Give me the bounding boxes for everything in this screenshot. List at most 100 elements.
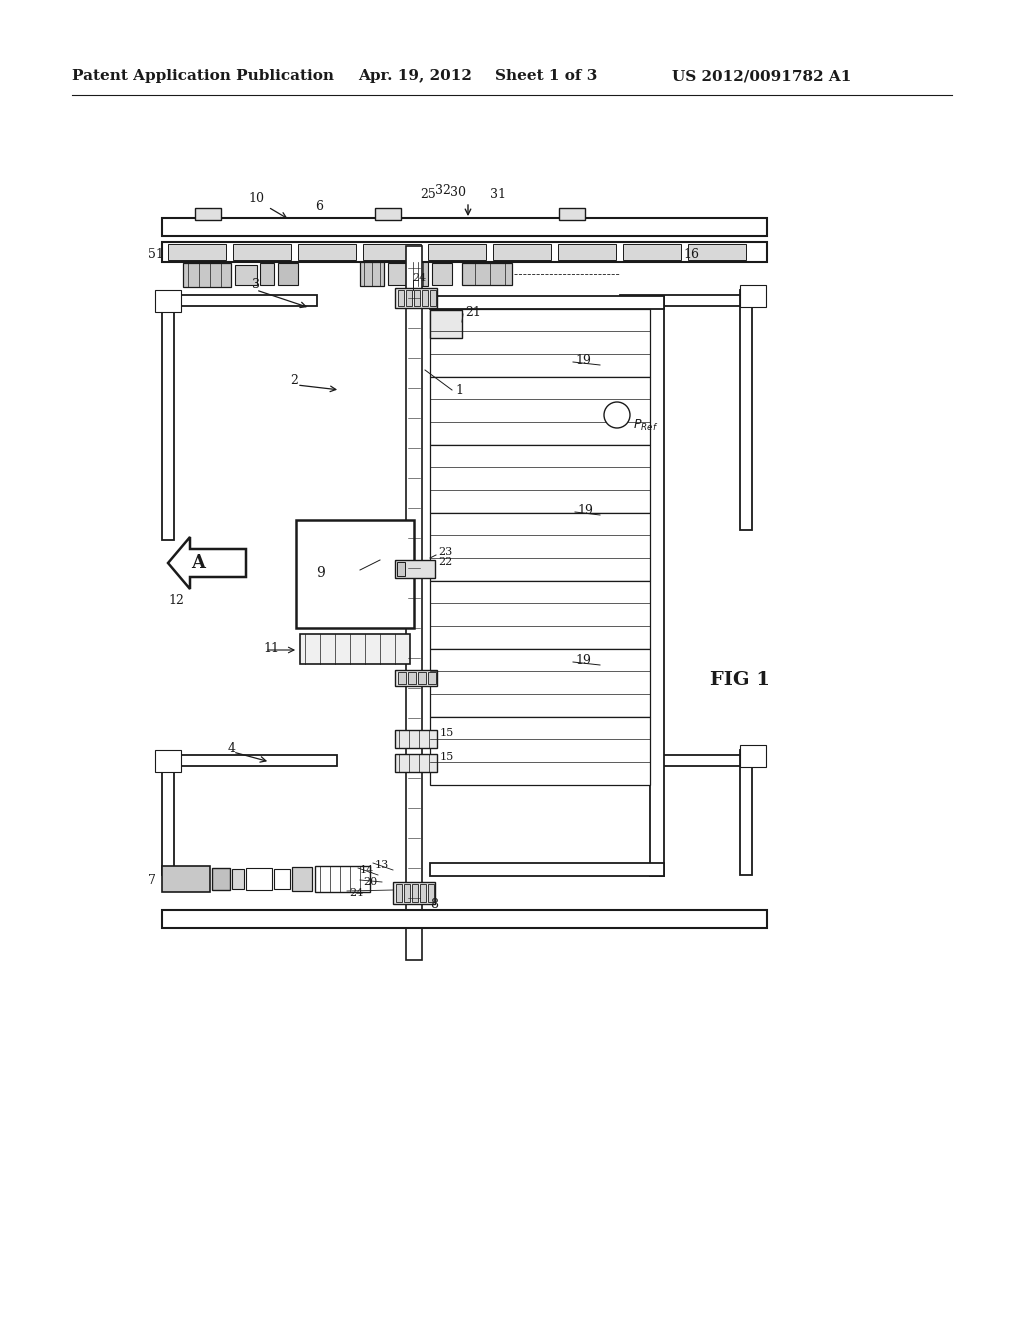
Bar	[397, 562, 406, 576]
Bar	[298, 244, 356, 260]
Bar	[420, 884, 426, 902]
Text: 24: 24	[412, 273, 426, 282]
Text: 32: 32	[435, 185, 451, 198]
Bar	[430, 717, 650, 785]
Bar	[430, 649, 650, 717]
Text: 8: 8	[430, 899, 438, 912]
Bar	[398, 290, 404, 306]
Bar	[430, 513, 650, 581]
Bar	[395, 560, 435, 578]
Text: 10: 10	[248, 191, 264, 205]
Bar	[418, 672, 426, 684]
Text: A: A	[191, 554, 205, 572]
Text: 19: 19	[577, 503, 593, 516]
Bar	[412, 884, 418, 902]
Bar	[493, 244, 551, 260]
Bar	[162, 294, 174, 540]
Bar	[395, 754, 437, 772]
Bar	[559, 209, 585, 220]
Bar	[430, 310, 462, 338]
Bar	[430, 445, 650, 513]
Bar	[558, 244, 616, 260]
Bar	[432, 263, 452, 285]
Text: 14: 14	[360, 865, 374, 875]
Text: 51: 51	[148, 248, 164, 260]
Bar	[274, 869, 290, 888]
Text: 23: 23	[438, 546, 453, 557]
Bar	[260, 263, 274, 285]
Bar	[183, 263, 231, 286]
Bar	[414, 290, 420, 306]
Text: 19: 19	[575, 653, 591, 667]
Bar	[212, 869, 230, 890]
Bar	[430, 581, 650, 649]
Text: 20: 20	[362, 876, 377, 887]
Bar	[430, 296, 664, 309]
Bar	[162, 242, 767, 261]
Text: Patent Application Publication: Patent Application Publication	[72, 69, 334, 83]
Bar	[430, 863, 664, 876]
Text: 15: 15	[440, 729, 455, 738]
Bar	[362, 244, 421, 260]
Text: 24: 24	[349, 888, 364, 898]
Bar	[300, 634, 410, 664]
Bar	[162, 866, 210, 892]
Bar	[246, 869, 272, 890]
Text: Apr. 19, 2012: Apr. 19, 2012	[358, 69, 472, 83]
Bar	[395, 288, 437, 308]
Bar	[162, 755, 337, 766]
Bar	[620, 294, 750, 306]
Bar	[162, 294, 317, 306]
Bar	[740, 285, 766, 308]
Bar	[740, 290, 752, 531]
Text: US 2012/0091782 A1: US 2012/0091782 A1	[672, 69, 851, 83]
Text: 13: 13	[375, 861, 389, 870]
Bar	[406, 246, 422, 960]
Bar	[396, 884, 402, 902]
Text: 6: 6	[315, 201, 323, 214]
Bar	[408, 672, 416, 684]
Bar	[395, 671, 437, 686]
Bar	[168, 244, 226, 260]
Bar	[395, 730, 437, 748]
Text: 30: 30	[450, 186, 466, 199]
Bar	[740, 744, 766, 767]
Bar	[162, 218, 767, 236]
Bar	[462, 263, 512, 285]
Text: 31: 31	[490, 189, 506, 202]
Bar	[195, 209, 221, 220]
Bar	[422, 290, 428, 306]
Text: 4: 4	[228, 742, 236, 755]
Text: 3: 3	[252, 279, 260, 292]
Text: 2: 2	[290, 374, 298, 387]
Bar	[315, 866, 370, 892]
Text: 15: 15	[440, 752, 455, 762]
Bar	[375, 209, 401, 220]
Bar	[388, 263, 406, 285]
Bar	[428, 244, 486, 260]
Text: Sheet 1 of 3: Sheet 1 of 3	[495, 69, 597, 83]
Bar	[162, 909, 767, 928]
Text: FIG 1: FIG 1	[710, 671, 770, 689]
Bar	[428, 672, 436, 684]
Bar	[232, 869, 244, 888]
Text: $P_{Ref}$: $P_{Ref}$	[633, 417, 658, 433]
Bar	[404, 884, 410, 902]
Circle shape	[604, 403, 630, 428]
Bar	[360, 261, 384, 286]
Text: 9: 9	[316, 566, 325, 579]
Bar	[430, 290, 436, 306]
Bar	[155, 750, 181, 772]
Text: 22: 22	[438, 557, 453, 568]
Text: 16: 16	[683, 248, 699, 261]
Bar	[620, 755, 750, 766]
Text: 19: 19	[575, 354, 591, 367]
Bar	[406, 290, 412, 306]
Polygon shape	[168, 537, 246, 589]
Bar	[278, 263, 298, 285]
Bar	[233, 244, 291, 260]
Bar	[155, 290, 181, 312]
Bar	[410, 261, 428, 286]
Bar	[296, 520, 414, 628]
Text: 1: 1	[455, 384, 463, 396]
